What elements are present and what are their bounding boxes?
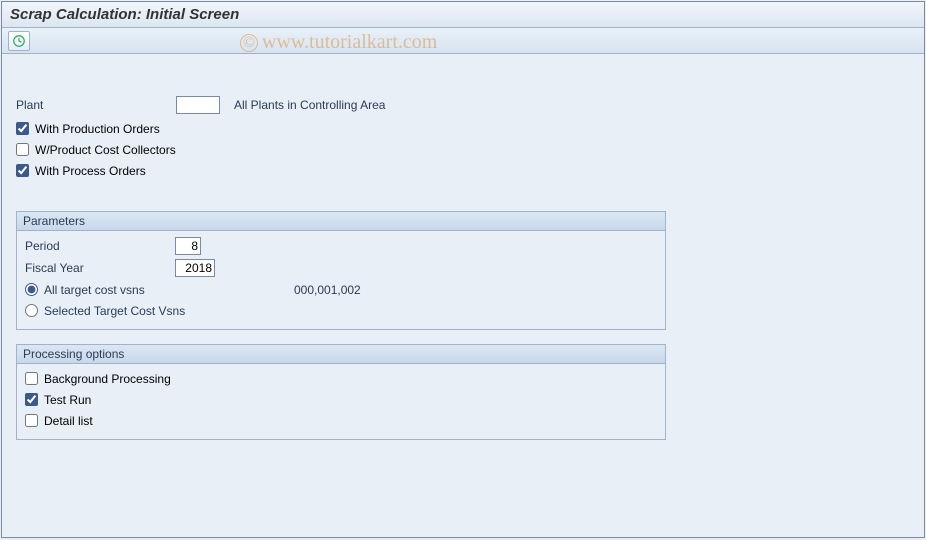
plant-input[interactable] [176, 96, 220, 114]
page-title: Scrap Calculation: Initial Screen [2, 2, 924, 28]
checkbox-production-orders[interactable] [16, 122, 29, 135]
plant-side-text: All Plants in Controlling Area [234, 98, 385, 112]
processing-title: Processing options [17, 345, 665, 364]
parameters-title: Parameters [17, 212, 665, 231]
period-label: Period [25, 239, 175, 253]
radio-selected-versions[interactable]: Selected Target Cost Vsns [25, 300, 657, 321]
radio-label: Selected Target Cost Vsns [44, 304, 244, 318]
window: Scrap Calculation: Initial Screen © www.… [1, 1, 925, 538]
toolbar [2, 28, 924, 54]
radio-selected[interactable] [25, 304, 38, 317]
checkbox-background[interactable] [25, 372, 38, 385]
plant-row: Plant All Plants in Controlling Area [16, 94, 910, 116]
execute-button[interactable] [8, 31, 30, 51]
check-cost-collectors[interactable]: W/Product Cost Collectors [16, 139, 910, 160]
radio-all-versions[interactable]: All target cost vsns 000,001,002 [25, 279, 657, 300]
check-process-orders[interactable]: With Process Orders [16, 160, 910, 181]
checkbox-label: Test Run [44, 393, 91, 407]
checkbox-test-run[interactable] [25, 393, 38, 406]
checkbox-process-orders[interactable] [16, 164, 29, 177]
parameters-group: Parameters Period Fiscal Year All target… [16, 211, 666, 330]
checkbox-label: W/Product Cost Collectors [35, 143, 176, 157]
period-row: Period [25, 235, 657, 257]
fiscal-year-label: Fiscal Year [25, 261, 175, 275]
checkbox-label: With Process Orders [35, 164, 146, 178]
fiscal-year-row: Fiscal Year [25, 257, 657, 279]
check-detail-list[interactable]: Detail list [25, 410, 657, 431]
period-input[interactable] [175, 237, 201, 255]
processing-group: Processing options Background Processing… [16, 344, 666, 440]
checkbox-label: With Production Orders [35, 122, 160, 136]
checkbox-cost-collectors[interactable] [16, 143, 29, 156]
fiscal-year-input[interactable] [175, 259, 215, 277]
clock-execute-icon [12, 34, 26, 48]
radio-all[interactable] [25, 283, 38, 296]
checkbox-label: Background Processing [44, 372, 171, 386]
radio-label: All target cost vsns [44, 283, 244, 297]
checkbox-label: Detail list [44, 414, 93, 428]
parameters-body: Period Fiscal Year All target cost vsns … [17, 231, 665, 329]
plant-label: Plant [16, 98, 176, 112]
versions-text: 000,001,002 [294, 283, 361, 297]
check-test-run[interactable]: Test Run [25, 389, 657, 410]
checkbox-detail-list[interactable] [25, 414, 38, 427]
processing-body: Background Processing Test Run Detail li… [17, 364, 665, 439]
content-area: Plant All Plants in Controlling Area Wit… [2, 54, 924, 450]
check-production-orders[interactable]: With Production Orders [16, 118, 910, 139]
check-background[interactable]: Background Processing [25, 368, 657, 389]
